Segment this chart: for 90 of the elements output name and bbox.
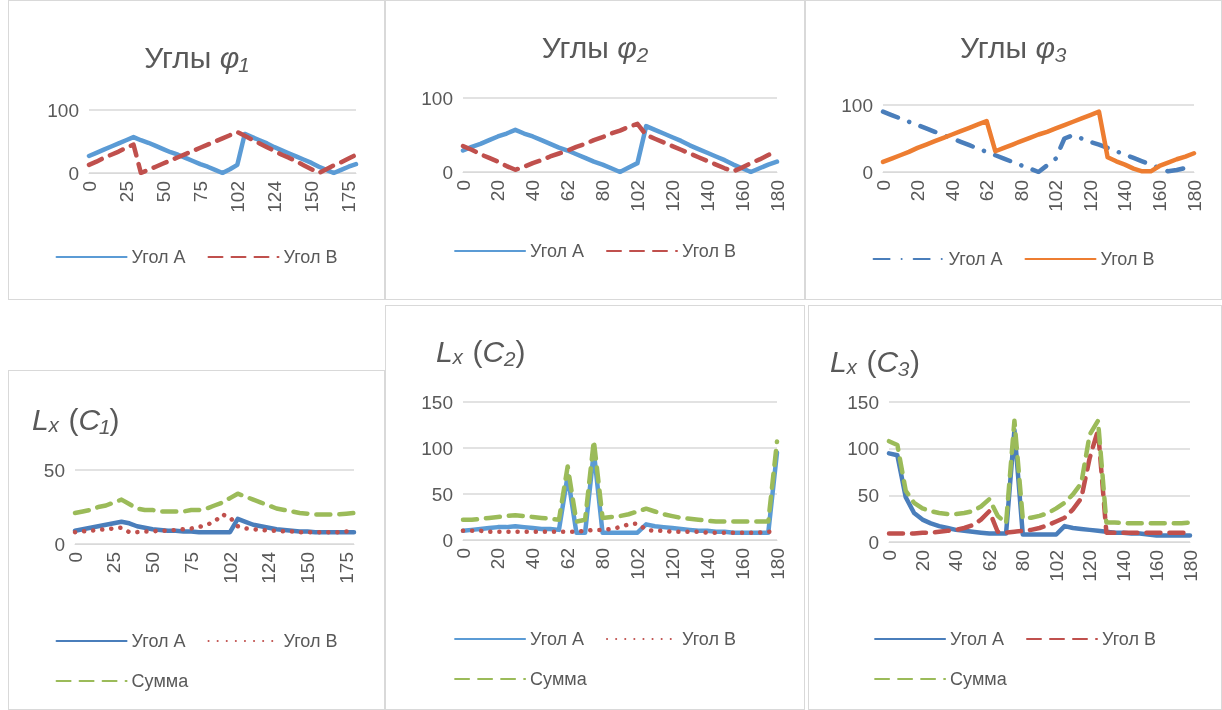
y-tick-label: 100: [421, 87, 453, 109]
x-tick-label: 102: [1045, 180, 1067, 212]
chart-title: Lₓ (C₁): [32, 402, 120, 436]
legend-label: Угол А: [948, 249, 1003, 269]
x-tick-label: 102: [219, 552, 241, 584]
legend-label: Угол А: [131, 631, 186, 651]
legend-label: Угол В: [682, 629, 736, 649]
legend-label: Угол А: [950, 629, 1004, 649]
legend-label: Угол В: [1100, 249, 1155, 269]
x-tick-label: 0: [878, 550, 900, 561]
legend-label: Угол В: [283, 631, 338, 651]
x-tick-label: 40: [522, 180, 544, 202]
x-tick-label: 40: [522, 548, 544, 570]
x-tick-label: 120: [1079, 180, 1101, 212]
legend-label: Угол В: [682, 241, 736, 261]
x-tick-label: 50: [142, 552, 163, 574]
x-tick-label: 150: [297, 552, 318, 584]
legend-label: Сумма: [530, 669, 588, 689]
x-tick-label: 160: [731, 180, 753, 212]
chart-title: Углы φ₂: [541, 30, 649, 64]
legend-label: Сумма: [950, 669, 1008, 689]
legend-label: Угол А: [131, 247, 186, 267]
legend-label: Сумма: [131, 671, 190, 691]
x-tick-label: 120: [661, 180, 683, 212]
x-tick-label: 160: [731, 548, 753, 580]
line-series: [886, 418, 1193, 526]
x-tick-label: 80: [1010, 180, 1032, 202]
x-tick-label: 20: [911, 550, 933, 572]
y-tick-label: 50: [431, 483, 453, 505]
x-tick-label: 124: [263, 180, 285, 213]
y-tick-label: 150: [847, 391, 879, 413]
legend-label: Угол В: [283, 247, 338, 267]
x-tick-label: 150: [301, 181, 322, 213]
legend-label: Угол В: [1102, 629, 1156, 649]
x-tick-label: 0: [64, 552, 86, 563]
x-tick-label: 175: [335, 552, 357, 584]
x-tick-label: 20: [487, 548, 509, 570]
x-tick-label: 0: [78, 181, 100, 192]
x-tick-label: 140: [1114, 180, 1136, 212]
x-tick-label: 120: [661, 548, 683, 580]
y-tick-label: 50: [43, 459, 65, 481]
x-tick-label: 75: [180, 552, 202, 574]
x-tick-label: 20: [907, 180, 929, 202]
y-tick-label: 150: [421, 391, 453, 413]
x-tick-label: 50: [152, 181, 174, 203]
x-tick-label: 80: [592, 548, 614, 570]
legend-label: Угол А: [530, 241, 584, 261]
x-tick-label: 62: [557, 180, 579, 202]
y-tick-label: 100: [841, 94, 873, 116]
y-tick-label: 50: [857, 484, 879, 506]
x-tick-label: 120: [1079, 550, 1101, 582]
x-tick-label: 75: [189, 181, 211, 203]
chart-title: Lₓ (C₃): [830, 344, 920, 378]
x-tick-label: 0: [452, 548, 474, 559]
chart-title: Lₓ (C₂): [436, 334, 526, 368]
legend-label: Угол А: [530, 629, 584, 649]
x-tick-label: 180: [766, 548, 788, 580]
x-tick-label: 102: [626, 180, 648, 212]
x-tick-label: 180: [766, 180, 788, 212]
x-tick-label: 160: [1148, 180, 1170, 212]
x-tick-label: 0: [872, 180, 894, 191]
y-tick-label: 100: [847, 438, 879, 460]
x-tick-label: 62: [978, 550, 1000, 572]
x-tick-label: 140: [696, 548, 718, 580]
chart-title: Углы φ₃: [960, 30, 1068, 64]
x-tick-label: 102: [226, 181, 248, 213]
x-tick-label: 140: [1112, 550, 1134, 582]
x-tick-label: 124: [258, 551, 280, 584]
x-tick-label: 62: [976, 180, 998, 202]
x-tick-label: 140: [696, 180, 718, 212]
x-tick-label: 160: [1146, 550, 1168, 582]
x-tick-label: 20: [487, 180, 509, 202]
x-tick-label: 102: [626, 548, 648, 580]
y-tick-label: 100: [421, 437, 453, 459]
x-tick-label: 80: [592, 180, 614, 202]
x-tick-label: 80: [1012, 550, 1034, 572]
x-tick-label: 180: [1179, 550, 1201, 582]
x-tick-label: 180: [1183, 180, 1205, 212]
x-tick-label: 102: [1045, 550, 1067, 582]
line-series: [460, 438, 780, 524]
x-tick-label: 25: [115, 181, 137, 203]
chart-title: Углы φ₁: [144, 40, 249, 74]
line-series: [72, 491, 357, 517]
y-tick-label: 100: [47, 99, 79, 121]
x-tick-label: 62: [557, 548, 579, 570]
x-tick-label: 0: [452, 180, 474, 191]
x-tick-label: 40: [941, 180, 963, 202]
x-tick-label: 175: [338, 181, 360, 213]
x-tick-label: 25: [103, 552, 125, 574]
x-tick-label: 40: [945, 550, 967, 572]
